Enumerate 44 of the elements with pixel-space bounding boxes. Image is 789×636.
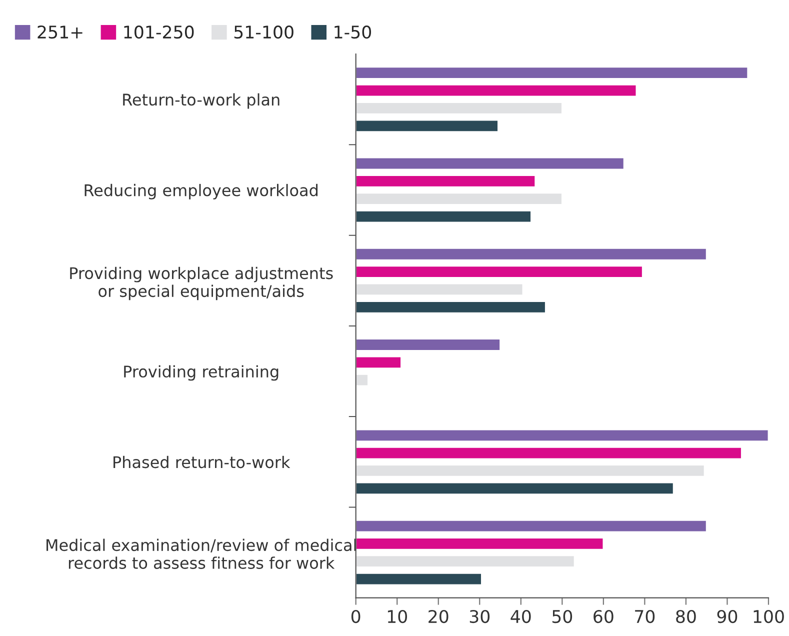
bar <box>356 282 524 296</box>
y-tick-label: Providing retraining <box>124 365 278 381</box>
bar <box>356 537 604 550</box>
x-tick-label: 40 <box>510 610 531 624</box>
bar <box>356 554 576 568</box>
bar <box>356 374 369 387</box>
bar <box>356 174 536 188</box>
legend-label: 251+ <box>38 25 82 39</box>
bar <box>356 519 708 533</box>
bar <box>356 84 638 98</box>
bar <box>356 356 402 370</box>
x-tick-label: 70 <box>635 610 655 624</box>
y-tick-label: Providing workplace adjustments or special equipment/aids <box>70 266 333 300</box>
legend-label: 1-50 <box>334 25 372 39</box>
legend-label: 101-250 <box>124 25 194 39</box>
bar <box>356 248 708 261</box>
y-tick-label: Medical examination/review of medical records to assess fitness for work <box>46 538 356 569</box>
bar <box>356 464 706 478</box>
bar <box>356 265 644 278</box>
bar <box>356 119 499 132</box>
x-tick-label: 60 <box>594 610 614 624</box>
bar <box>356 192 563 206</box>
bar <box>356 338 501 352</box>
bar <box>356 300 546 314</box>
bar <box>356 210 532 224</box>
bar <box>356 446 742 460</box>
x-tick-label: 10 <box>388 610 407 624</box>
x-tick-label: 90 <box>717 610 738 624</box>
x-tick-label: 30 <box>470 610 490 624</box>
x-tick-label: 20 <box>428 610 448 624</box>
legend-label: 51-100 <box>234 25 294 39</box>
y-tick-label: Return-to-work plan <box>123 93 280 109</box>
y-tick-label: Phased return-to-work <box>114 456 290 468</box>
x-tick-label: 50 <box>552 610 572 624</box>
bar <box>356 482 674 495</box>
bar <box>356 572 482 586</box>
y-tick-label: Reducing employee workload <box>84 184 318 200</box>
bar <box>356 428 768 442</box>
x-tick-label: 80 <box>676 610 696 624</box>
bar <box>356 156 625 170</box>
bar <box>356 66 749 80</box>
x-tick-label: 0 <box>351 610 360 624</box>
x-tick-label: 100 <box>754 610 784 624</box>
bar <box>356 102 563 115</box>
